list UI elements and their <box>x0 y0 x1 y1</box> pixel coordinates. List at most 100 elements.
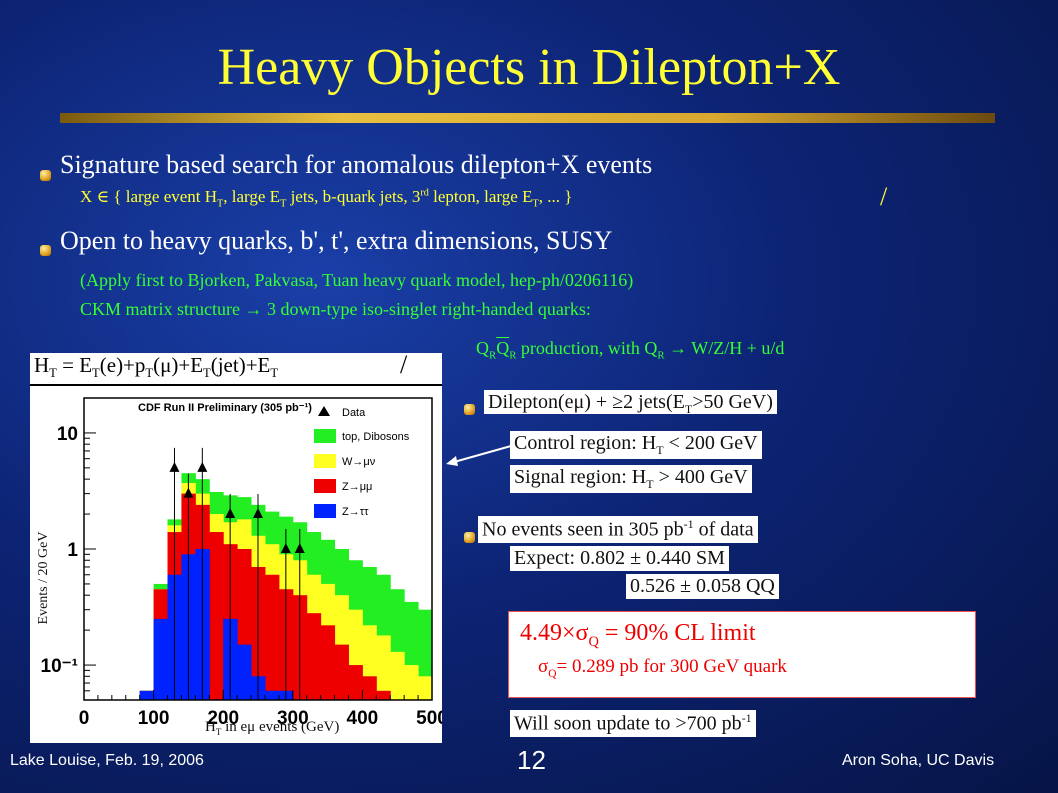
signal-b: > 400 GeV <box>653 466 748 488</box>
noevents-b: of data <box>693 518 754 541</box>
sig-sub-1: T <box>217 198 224 210</box>
y-tick-label: 1 <box>67 540 78 561</box>
bar-w- <box>418 676 433 700</box>
dilep-a: Dilepton(eμ) + <box>488 391 613 413</box>
signature-list: X ∈ { large event HT, large ET jets, b-q… <box>80 187 572 209</box>
sigma-a: σ <box>538 656 549 677</box>
dilepton-selection: Dilepton(eμ) + ≥2 jets(ET>50 GeV) <box>478 389 783 419</box>
x-tick-label: 400 <box>347 708 379 729</box>
data-point <box>280 543 291 553</box>
chart-title: CDF Run II Preliminary (305 pb⁻¹) <box>138 402 312 414</box>
legend-label: W→μν <box>342 456 376 468</box>
ht-mid2: (μ)+E <box>153 353 204 377</box>
bullet-icon <box>464 532 475 543</box>
prod-text: production, with Q <box>516 338 658 358</box>
x-tick-label: 300 <box>277 708 309 729</box>
sig-text-1: X ∈ { large event H <box>80 187 218 206</box>
sig-sub-2: T <box>280 198 287 210</box>
y-tick-label: 10⁻¹ <box>41 656 79 677</box>
dilep-c: >50 GeV) <box>692 391 773 413</box>
bar-z- <box>153 618 169 700</box>
title-underline-bar <box>60 113 995 123</box>
bar-w- <box>404 665 419 700</box>
cl-limit: 4.49×σQ = 90% CL limit <box>520 620 756 651</box>
legend-label: Data <box>342 407 366 419</box>
bullet-signature-search: Signature based search for anomalous dil… <box>60 150 653 179</box>
footer-venue-date: Lake Louise, Feb. 19, 2006 <box>10 752 204 769</box>
legend-swatch <box>314 479 336 493</box>
ht-h: H <box>34 353 50 377</box>
x-tick-label: 100 <box>138 708 170 729</box>
prod-r3: R <box>657 349 665 362</box>
bullet-heavy-quarks: Open to heavy quarks, b', t', extra dime… <box>60 226 613 255</box>
sig-sup-rd: rd <box>420 187 429 199</box>
signal-a: Signal region: H <box>514 466 647 488</box>
y-axis-label-holder: Events / 20 GeV <box>34 532 54 625</box>
dilepton-box: Dilepton(eμ) + ≥2 jets(ET>50 GeV) <box>484 390 777 416</box>
bar-z- <box>209 532 224 700</box>
prod-q1: Q <box>476 338 489 358</box>
bar-z- <box>306 613 322 700</box>
stacked-bars <box>139 473 433 700</box>
ht-sub3: T <box>145 366 154 381</box>
data-point <box>225 508 236 519</box>
update-note: Will soon update to >700 pb-1 <box>510 710 756 737</box>
bar-z- <box>264 574 280 700</box>
pointer-arrow <box>446 443 519 466</box>
bar-z- <box>237 644 252 700</box>
qr-production-line: QRQR production, with QR → W/Z/H + u/d <box>476 338 784 362</box>
bar-z- <box>139 690 155 700</box>
data-point <box>197 461 208 472</box>
legend-label: top, Dibosons <box>342 431 410 443</box>
expect-qq: 0.526 ± 0.058 QQ <box>626 574 779 599</box>
x-tick-label: 200 <box>207 708 239 729</box>
noevents-sup: -1 <box>683 517 694 531</box>
sigma-q-value: σQ= 0.289 pb for 300 GeV quark <box>538 656 787 680</box>
ht-mid3: (jet)+E <box>210 353 271 377</box>
sigma-b: = 0.289 pb for 300 GeV quark <box>556 656 787 677</box>
prod-r1: R <box>489 349 497 362</box>
legend-swatch <box>314 504 336 518</box>
sig-text-4: lepton, large E <box>428 187 533 206</box>
ht-sub4: T <box>203 366 211 381</box>
sig-text-2: , large E <box>223 187 281 206</box>
ht-sub2: T <box>92 366 100 381</box>
slide-number: 12 <box>517 745 546 775</box>
axes: 0 100 200 300 400 500 10 1 10⁻¹ <box>41 397 442 729</box>
y-tick-label: 10 <box>57 424 78 445</box>
legend-swatch <box>314 429 336 443</box>
data-points <box>169 447 305 700</box>
xlabel-h: H <box>205 719 216 735</box>
bullet-icon <box>40 170 51 181</box>
control-region: Control region: HT < 200 GeV <box>510 431 762 459</box>
bar-z- <box>376 690 391 700</box>
ckm-structure-note: CKM matrix structure → 3 down-type iso-s… <box>80 299 591 319</box>
sigma-sub: Q <box>548 667 557 680</box>
sig-sub-3: T <box>532 198 539 210</box>
limit-a: 4.49×σ <box>520 620 589 646</box>
data-point <box>169 461 180 472</box>
ht-histogram: 0 100 200 300 400 500 10 1 10⁻¹ Data top, Diboson… <box>41 397 442 729</box>
signal-region: Signal region: HT > 400 GeV <box>510 465 752 493</box>
expect-sm: Expect: 0.802 ± 0.440 SM <box>510 546 729 571</box>
data-point <box>253 508 263 519</box>
slide-title: Heavy Objects in Dilepton+X <box>217 39 841 96</box>
ht-formula: HT = ET(e)+pT(μ)+ET(jet)+ET <box>34 353 278 381</box>
control-b: < 200 GeV <box>663 432 758 454</box>
control-a: Control region: H <box>514 432 657 454</box>
dilep-b: ≥2 jets(E <box>612 391 685 413</box>
bar-z- <box>320 625 336 700</box>
sig-text-3: jets, b-quark jets, 3 <box>286 187 421 206</box>
ht-sub1: T <box>49 366 57 381</box>
noevents-a: No events seen in 305 pb <box>482 518 684 541</box>
bar-z- <box>334 644 349 700</box>
limit-box <box>508 611 976 698</box>
data-point <box>183 487 194 498</box>
limit-sub: Q <box>588 633 599 650</box>
x-axis-label: HT in eμ events (GeV) <box>205 719 339 737</box>
legend-label: Z→μμ <box>342 481 372 493</box>
formula-divider <box>30 384 442 386</box>
x-tick-label: 0 <box>79 708 90 729</box>
control-sub: T <box>656 443 664 457</box>
legend-swatch <box>314 454 336 468</box>
